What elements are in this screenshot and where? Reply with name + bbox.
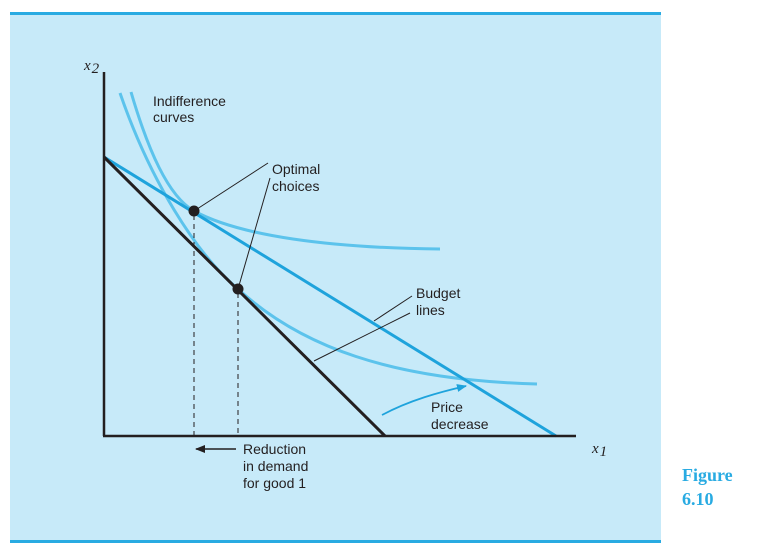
top-rule — [10, 12, 661, 15]
optimal-leader-2 — [237, 177, 271, 290]
price-label: Price decrease — [431, 399, 489, 432]
price-decrease-arrow — [381, 384, 467, 416]
bottom-rule — [10, 540, 661, 543]
indifference-curve-lower — [118, 92, 538, 386]
optimal-label: Optimal choices — [272, 161, 324, 194]
budget-leader-2 — [313, 312, 411, 362]
reduction-label: Reduction in demand for good 1 — [243, 441, 312, 491]
indifference-label: Indifference curves — [153, 93, 230, 125]
optimal-leader-1 — [193, 162, 269, 212]
budget-label: Budget lines — [416, 285, 464, 318]
x-axis-label: x1 — [591, 441, 607, 460]
figure-caption: Figure 6.10 — [682, 463, 733, 511]
figure-word: Figure — [682, 465, 733, 485]
budget-line-new — [103, 155, 557, 438]
indifference-curve-upper — [129, 91, 441, 251]
budget-line-old — [102, 155, 387, 438]
y-axis-label: x2 — [83, 58, 100, 77]
figure-number: 6.10 — [682, 489, 714, 509]
budget-leader-1 — [373, 295, 413, 322]
figure-panel — [10, 15, 661, 540]
